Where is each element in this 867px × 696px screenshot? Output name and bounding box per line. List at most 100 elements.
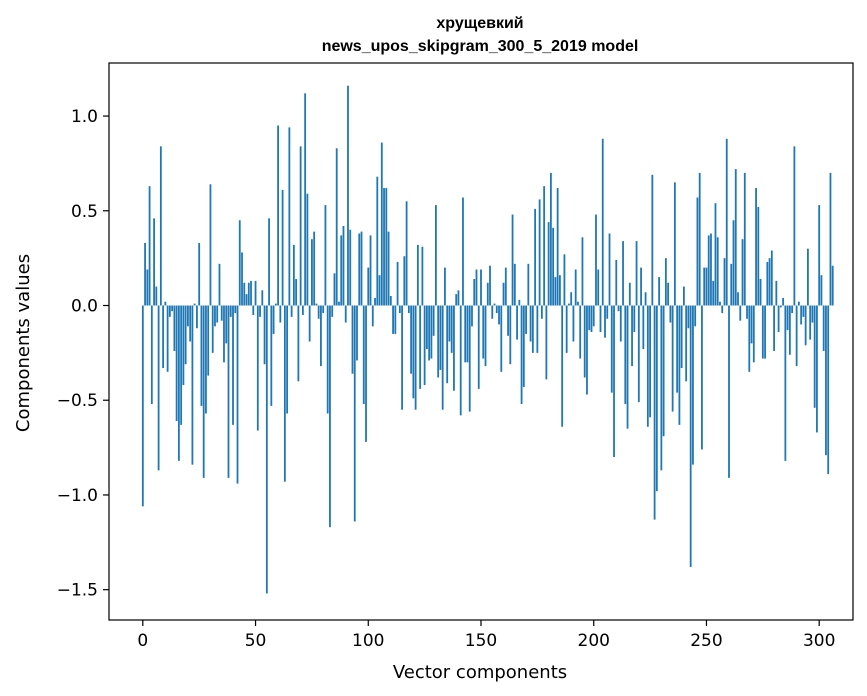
bar <box>635 241 638 306</box>
bar <box>513 263 516 306</box>
bar <box>369 235 372 306</box>
bar <box>622 241 624 306</box>
bar <box>633 305 636 333</box>
bar <box>813 305 816 408</box>
x-tick-label: 0 <box>137 631 148 651</box>
bar <box>509 305 512 365</box>
bar <box>797 301 800 306</box>
bar <box>597 269 600 306</box>
bar <box>719 301 721 306</box>
chart-title-line1: хрущевкий <box>436 15 523 32</box>
bar <box>378 275 381 306</box>
bar <box>628 282 631 306</box>
bar <box>329 305 331 528</box>
bar <box>651 174 654 306</box>
bar <box>164 301 167 306</box>
x-axis-label: Vector components <box>393 662 567 683</box>
bar <box>216 305 219 323</box>
bar <box>304 93 307 306</box>
bar <box>739 305 742 321</box>
chart-title-line2: news_upos_skipgram_300_5_2019 model <box>322 38 639 55</box>
bar <box>214 305 216 327</box>
bar <box>344 305 347 323</box>
bar <box>396 261 399 306</box>
bar <box>788 305 791 355</box>
bar <box>419 305 422 389</box>
bar <box>595 214 597 306</box>
bar <box>184 305 187 365</box>
bar <box>486 282 489 306</box>
bar <box>809 305 812 340</box>
bar <box>701 305 703 450</box>
bar <box>274 303 277 306</box>
bar <box>734 169 737 306</box>
bar <box>342 225 345 306</box>
bar <box>493 303 496 306</box>
bar <box>374 297 376 306</box>
bar <box>480 269 482 306</box>
bar <box>522 305 525 387</box>
bar <box>250 280 252 306</box>
bar <box>441 305 444 410</box>
bar <box>748 305 751 372</box>
bar <box>299 146 302 306</box>
bar <box>385 188 388 306</box>
bar <box>599 305 602 333</box>
bar <box>157 305 160 471</box>
bar <box>297 305 300 382</box>
bar <box>148 186 151 306</box>
bar <box>360 231 363 306</box>
bar <box>822 305 825 351</box>
bar <box>353 305 356 522</box>
bar <box>782 297 785 306</box>
bar <box>624 305 627 405</box>
bar <box>146 269 149 306</box>
bar <box>247 282 250 306</box>
bar <box>583 305 586 378</box>
bar <box>473 278 476 306</box>
bar <box>229 305 232 317</box>
bar <box>453 305 455 391</box>
bar <box>335 148 338 306</box>
bar <box>615 260 618 306</box>
x-axis: 0 50 100 150 200 250 300 <box>137 620 835 651</box>
bar <box>317 305 320 319</box>
bar <box>482 305 485 359</box>
bar <box>365 305 367 442</box>
bar <box>714 203 717 306</box>
bar <box>741 239 744 306</box>
bar <box>232 305 234 425</box>
bar <box>816 305 818 433</box>
y-tick-label: −0.5 <box>57 391 98 411</box>
y-axis-label: Components values <box>13 254 34 432</box>
bar <box>676 305 679 393</box>
bar <box>617 305 620 312</box>
x-tick-label: 250 <box>690 631 722 651</box>
bar <box>268 218 270 306</box>
bar <box>692 305 694 465</box>
chart-title: хрущевкий news_upos_skipgram_300_5_2019 … <box>322 15 639 55</box>
bar <box>489 265 491 306</box>
bar <box>286 305 289 414</box>
bar <box>261 290 264 306</box>
bar <box>495 305 498 314</box>
bar <box>468 305 471 412</box>
bar <box>673 182 676 306</box>
bar <box>166 305 169 372</box>
bar <box>538 199 541 306</box>
bar <box>290 305 293 317</box>
bar <box>590 305 593 333</box>
bar <box>807 248 809 306</box>
bar <box>211 305 214 353</box>
bar <box>793 146 796 306</box>
bar <box>238 220 241 306</box>
bar <box>155 286 158 306</box>
bar <box>358 233 361 306</box>
bar <box>234 305 237 314</box>
bar <box>779 305 782 308</box>
bar <box>586 305 588 395</box>
bar <box>685 305 688 382</box>
bar <box>410 305 413 374</box>
bar <box>227 305 230 478</box>
bar <box>752 305 755 363</box>
